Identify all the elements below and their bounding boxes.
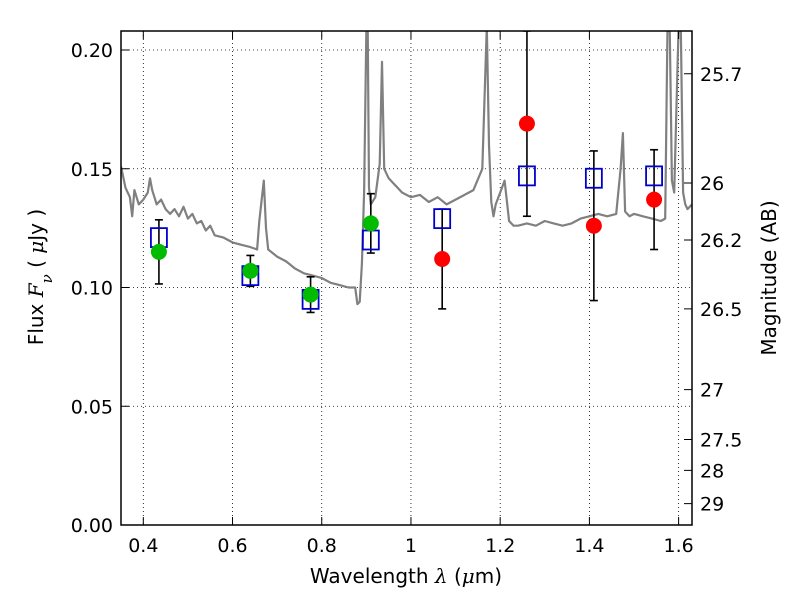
x-tick-label: 1.6 bbox=[664, 535, 694, 557]
model-square-point bbox=[584, 167, 603, 189]
x-tick-label: 0.4 bbox=[128, 535, 158, 557]
y-axis-label-part: Jy ) bbox=[24, 209, 48, 243]
y-tick-label: 0.20 bbox=[71, 40, 113, 62]
y-axis-label-part: μ bbox=[24, 241, 48, 254]
model-square-point bbox=[433, 208, 452, 230]
x-tick-label: 1.4 bbox=[574, 535, 604, 557]
spectrum-line bbox=[121, 31, 692, 306]
mag-tick-label: 27.5 bbox=[700, 430, 742, 452]
observed-point bbox=[242, 262, 259, 279]
observed-point bbox=[585, 217, 602, 234]
observed-point bbox=[646, 191, 663, 208]
x-axis-label-part: Wavelength bbox=[310, 564, 435, 588]
y-axis-label-part: F bbox=[24, 282, 48, 298]
ticks: 0.4 0.6 0.8 1 1.2 1.4 1.6 0.00 0.05 0.10 0.15 0.20 2… bbox=[71, 31, 742, 557]
y-tick-label: 0.05 bbox=[71, 396, 113, 418]
observed-point bbox=[302, 286, 319, 303]
y-axis-label: Flux Fν ( μJy ) bbox=[24, 209, 56, 345]
observed-point bbox=[150, 243, 167, 260]
y-axis-label-part: ν bbox=[38, 274, 56, 283]
plot-frame bbox=[120, 30, 693, 526]
y-axis-label-part: Flux bbox=[24, 297, 48, 345]
x-tick-label: 1.2 bbox=[485, 535, 515, 557]
mag-tick-label: 25.7 bbox=[700, 64, 742, 86]
y-tick-label: 0.10 bbox=[71, 278, 113, 300]
x-axis-label: Wavelength λ (μm) bbox=[310, 564, 502, 588]
mag-tick-label: 26 bbox=[700, 173, 724, 195]
y-axis-label-part: ( bbox=[24, 254, 48, 275]
observed-point bbox=[362, 215, 379, 232]
observed-point bbox=[434, 251, 451, 267]
x-tick-label: 1 bbox=[405, 535, 417, 557]
x-axis-label-part: ( bbox=[448, 564, 462, 588]
plot-area bbox=[121, 31, 692, 314]
mag-tick-label: 29 bbox=[700, 494, 724, 516]
model-square-point bbox=[518, 165, 536, 187]
x-axis-label-part: m) bbox=[475, 564, 502, 588]
observed-point bbox=[518, 115, 535, 132]
x-axis-label-part: μ bbox=[462, 564, 475, 588]
x-axis-label-part: λ bbox=[434, 564, 448, 588]
grid bbox=[121, 31, 692, 526]
y-axis-right-label: Magnitude (AB) bbox=[757, 200, 781, 355]
model-square-point bbox=[645, 165, 663, 187]
mag-tick-label: 26.5 bbox=[700, 299, 742, 321]
mag-tick-label: 28 bbox=[700, 460, 724, 482]
y-tick-label: 0.00 bbox=[71, 515, 113, 537]
mag-tick-label: 27 bbox=[700, 380, 724, 402]
x-tick-label: 0.8 bbox=[307, 535, 337, 557]
mag-tick-label: 26.2 bbox=[700, 230, 742, 252]
y-tick-label: 0.15 bbox=[71, 159, 113, 181]
x-tick-label: 0.6 bbox=[217, 535, 247, 557]
